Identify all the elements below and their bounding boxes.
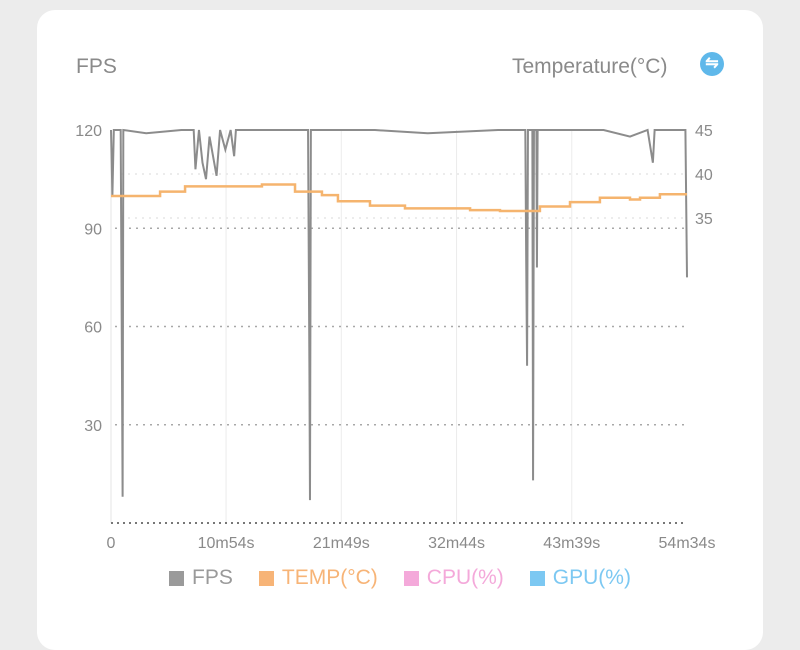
- legend-label: GPU(%): [552, 566, 631, 589]
- legend-item-cpu[interactable]: CPU(%): [403, 566, 504, 590]
- right-tick-label: 35: [695, 211, 713, 228]
- legend-swatch: [258, 570, 274, 586]
- legend-label: TEMP(°C): [281, 566, 378, 589]
- left-tick-label: 30: [84, 418, 102, 435]
- legend-label: FPS: [192, 566, 233, 589]
- legend-swatch: [403, 570, 419, 586]
- x-tick-label: 10m54s: [198, 535, 255, 552]
- legend-swatch: [529, 570, 545, 586]
- chart-area: 0 10m54s 21m49s 32m44s 43m39s 54m34s 35 40 45 30 6…: [75, 123, 716, 552]
- series-line-fps: [110, 128, 688, 501]
- right-tick-label: 45: [695, 123, 713, 140]
- left-tick-label: 120: [75, 123, 102, 140]
- legend-swatch: [169, 570, 185, 586]
- legend-item-temp[interactable]: TEMP(°C): [258, 566, 378, 590]
- left-tick-label: 90: [84, 221, 102, 238]
- x-tick-label: 54m34s: [659, 535, 716, 552]
- x-tick-label: 43m39s: [543, 535, 600, 552]
- x-tick-label: 0: [107, 535, 116, 552]
- legend-item-gpu[interactable]: GPU(%): [529, 566, 631, 590]
- legend-item-fps[interactable]: FPS: [169, 566, 233, 590]
- left-tick-label: 60: [84, 320, 102, 337]
- left-axis-title: FPS: [76, 55, 117, 78]
- x-tick-label: 21m49s: [313, 535, 370, 552]
- right-axis-title: Temperature(°C): [512, 55, 668, 78]
- swap-vertical-icon[interactable]: ⇋: [700, 52, 724, 76]
- x-tick-label: 32m44s: [428, 535, 485, 552]
- legend-label: CPU(%): [426, 566, 504, 589]
- series-line-tempc: [111, 183, 687, 213]
- right-tick-label: 40: [695, 167, 713, 184]
- legend: FPS TEMP(°C) CPU(%) GPU(%): [0, 566, 800, 590]
- chart-card: [37, 10, 763, 650]
